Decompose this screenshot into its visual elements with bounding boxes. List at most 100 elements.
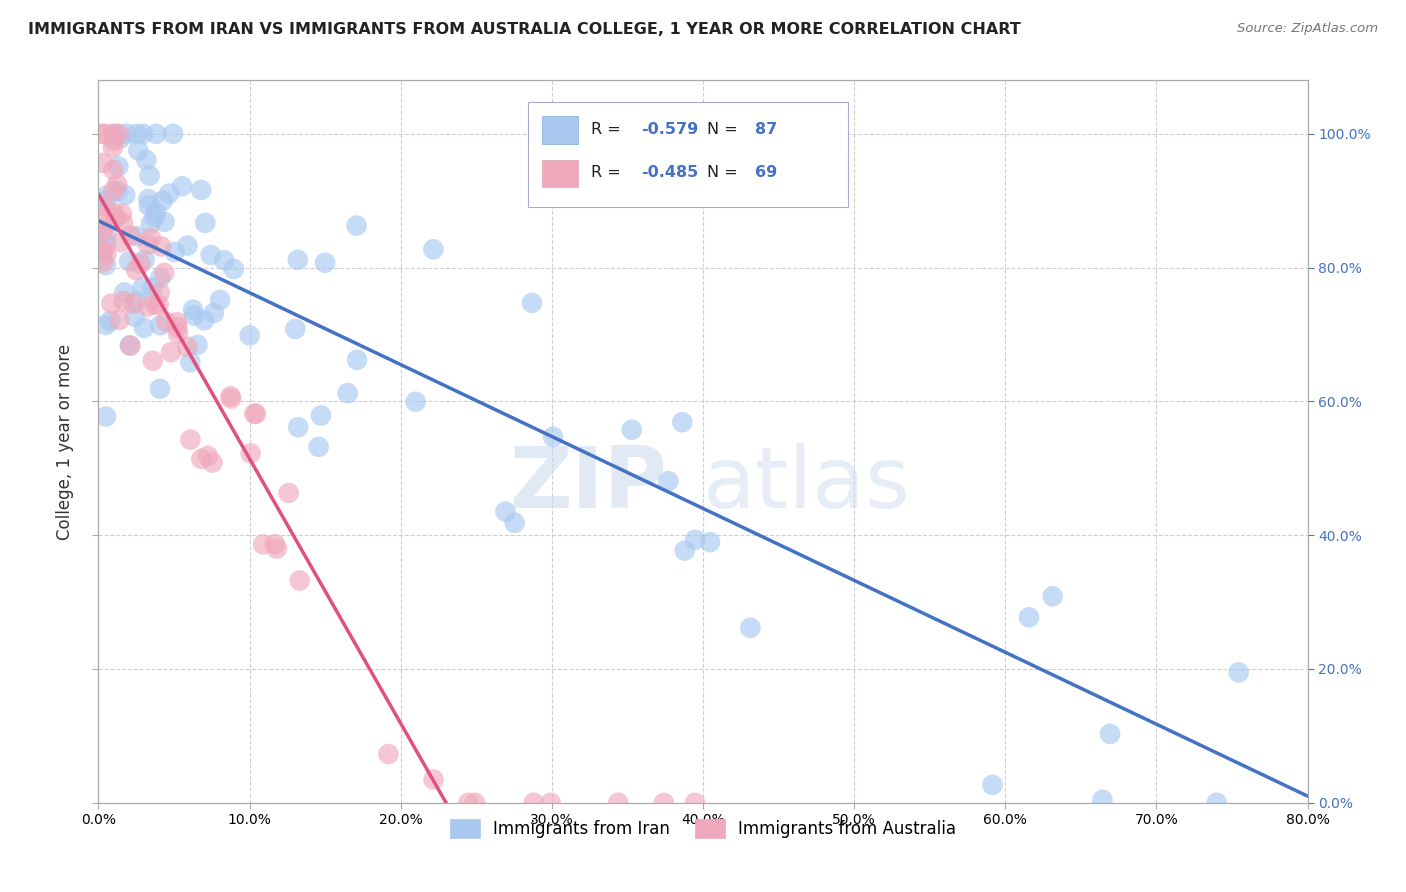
Point (1227, 665, 1250, 680)
Point (104, 127, 127, 141)
Point (91, 244, 114, 258)
Point (125, 294, 148, 309)
Point (139, 231, 162, 245)
Point (91, 127, 114, 141)
Point (1091, 793, 1114, 807)
Point (101, 140, 124, 154)
Text: -0.579: -0.579 (641, 122, 699, 136)
Point (149, 285, 172, 300)
Point (314, 256, 336, 270)
Point (266, 541, 288, 556)
Point (176, 340, 198, 354)
Point (91, 200, 114, 214)
Point (1042, 589, 1064, 603)
Point (683, 796, 706, 810)
Point (607, 796, 630, 810)
Point (138, 198, 160, 212)
Point (153, 266, 176, 280)
Point (287, 420, 309, 434)
Point (112, 216, 135, 230)
Point (103, 206, 125, 220)
Point (91, 156, 114, 170)
Point (657, 475, 679, 489)
Point (91, 211, 114, 226)
Point (94, 189, 117, 203)
Point (149, 271, 172, 285)
Point (141, 281, 163, 295)
Point (201, 456, 224, 470)
Point (120, 339, 142, 353)
Point (103, 184, 125, 198)
Point (239, 446, 262, 460)
Point (252, 537, 274, 551)
Point (683, 533, 706, 547)
Point (523, 796, 546, 810)
Point (103, 134, 125, 148)
Text: Source: ZipAtlas.com: Source: ZipAtlas.com (1237, 22, 1378, 36)
Text: 69: 69 (755, 165, 778, 180)
Point (336, 386, 359, 401)
Point (108, 131, 131, 145)
Point (131, 280, 153, 294)
Point (346, 352, 368, 367)
Text: -0.485: -0.485 (641, 165, 699, 180)
Point (139, 217, 162, 231)
Point (457, 796, 479, 810)
Text: ZIP: ZIP (509, 443, 666, 526)
Point (153, 215, 176, 229)
Point (143, 298, 166, 312)
Point (124, 310, 146, 324)
Point (157, 186, 180, 201)
Point (503, 516, 526, 530)
Point (309, 409, 332, 423)
Point (143, 210, 166, 224)
Point (699, 535, 721, 549)
Point (91, 225, 114, 239)
Point (94, 227, 117, 241)
Point (1018, 610, 1040, 624)
Point (150, 239, 173, 253)
Point (112, 285, 135, 300)
Point (110, 235, 132, 249)
Point (91, 244, 114, 259)
Point (243, 407, 266, 421)
Point (190, 183, 212, 197)
Point (422, 243, 444, 257)
Point (183, 309, 205, 323)
Point (166, 320, 188, 334)
Point (148, 297, 170, 311)
Point (125, 263, 148, 277)
Point (287, 252, 309, 267)
Point (127, 229, 149, 244)
Point (94, 409, 117, 424)
Text: N =: N = (707, 165, 742, 180)
Y-axis label: College, 1 year or more: College, 1 year or more (56, 343, 75, 540)
Point (652, 796, 675, 810)
Point (541, 430, 564, 444)
Point (100, 296, 122, 310)
Point (91, 221, 114, 235)
Point (209, 293, 232, 307)
Point (202, 306, 225, 320)
Point (176, 238, 198, 252)
Point (170, 179, 193, 194)
Point (104, 211, 127, 226)
Point (308, 440, 330, 454)
Point (405, 394, 427, 409)
Point (179, 433, 201, 447)
Legend: Immigrants from Iran, Immigrants from Australia: Immigrants from Iran, Immigrants from Au… (443, 813, 963, 845)
Text: atlas: atlas (703, 443, 911, 526)
Point (671, 415, 693, 429)
Point (219, 392, 242, 406)
Point (190, 452, 212, 467)
Point (118, 338, 141, 352)
Point (214, 253, 236, 268)
Point (132, 321, 155, 335)
Point (107, 160, 129, 174)
Point (422, 772, 444, 787)
Point (105, 178, 128, 192)
Point (96, 194, 118, 208)
Point (163, 245, 186, 260)
Point (115, 127, 138, 141)
Point (91, 255, 114, 269)
